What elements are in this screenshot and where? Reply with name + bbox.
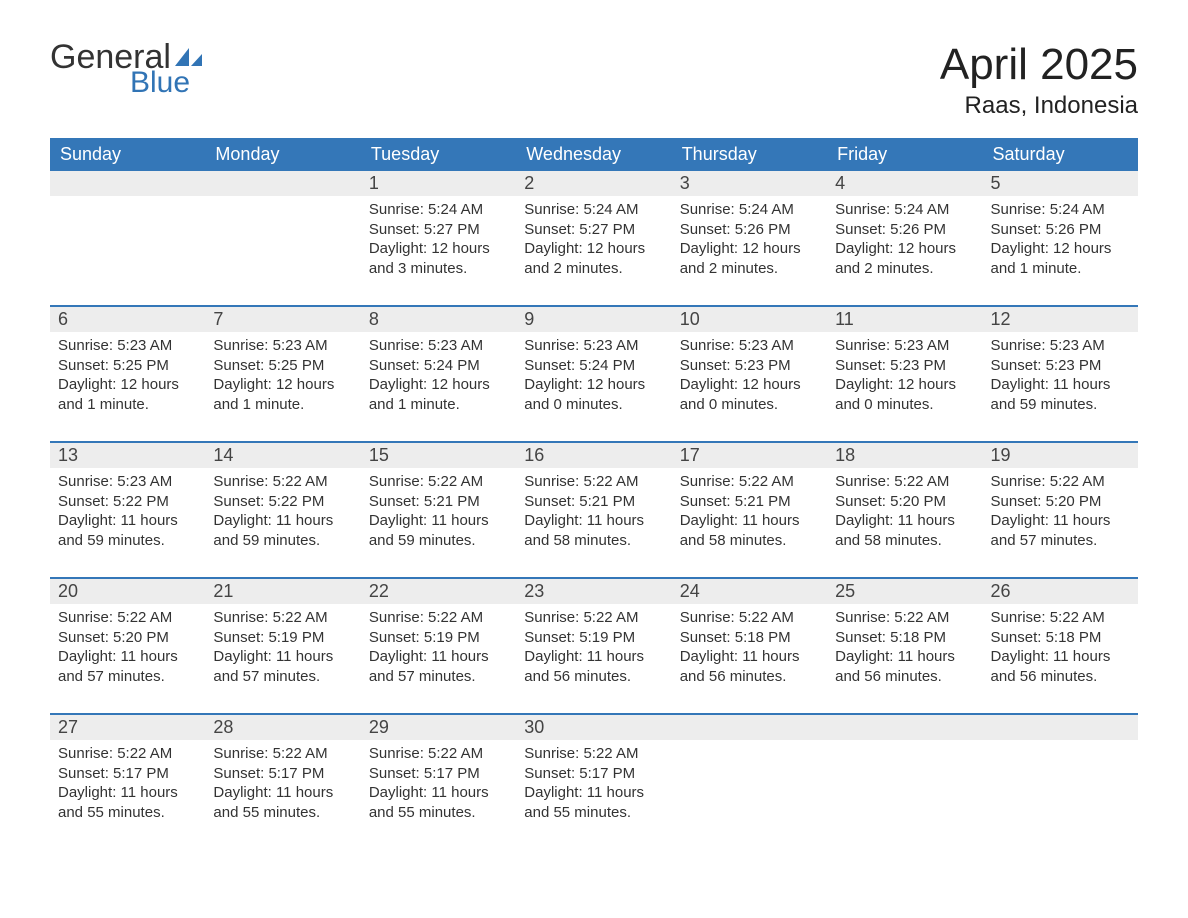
day-header: Tuesday <box>361 138 516 171</box>
day-number-cell <box>205 171 360 196</box>
header: General Blue April 2025 Raas, Indonesia <box>50 40 1138 120</box>
logo-word2: Blue <box>130 68 190 98</box>
day-detail-cell: Sunrise: 5:24 AMSunset: 5:26 PMDaylight:… <box>672 196 827 306</box>
week-detail-row: Sunrise: 5:22 AMSunset: 5:17 PMDaylight:… <box>50 740 1138 850</box>
week-detail-row: Sunrise: 5:23 AMSunset: 5:25 PMDaylight:… <box>50 332 1138 442</box>
day-detail-cell: Sunrise: 5:22 AMSunset: 5:20 PMDaylight:… <box>50 604 205 714</box>
day-detail-cell <box>672 740 827 850</box>
day-detail-cell: Sunrise: 5:24 AMSunset: 5:27 PMDaylight:… <box>361 196 516 306</box>
day-detail-cell: Sunrise: 5:23 AMSunset: 5:23 PMDaylight:… <box>983 332 1138 442</box>
day-number-cell <box>50 171 205 196</box>
day-detail-cell: Sunrise: 5:22 AMSunset: 5:18 PMDaylight:… <box>672 604 827 714</box>
week-number-row: 13141516171819 <box>50 442 1138 468</box>
day-header: Thursday <box>672 138 827 171</box>
day-header: Friday <box>827 138 982 171</box>
day-header: Sunday <box>50 138 205 171</box>
day-detail-cell <box>50 196 205 306</box>
day-number-cell: 24 <box>672 578 827 604</box>
day-number-cell: 6 <box>50 306 205 332</box>
day-header: Monday <box>205 138 360 171</box>
day-detail-cell: Sunrise: 5:23 AMSunset: 5:22 PMDaylight:… <box>50 468 205 578</box>
week-number-row: 20212223242526 <box>50 578 1138 604</box>
logo: General Blue <box>50 40 204 98</box>
day-number-cell <box>827 714 982 740</box>
day-detail-cell: Sunrise: 5:24 AMSunset: 5:27 PMDaylight:… <box>516 196 671 306</box>
week-number-row: 27282930 <box>50 714 1138 740</box>
day-number-cell: 10 <box>672 306 827 332</box>
days-of-week-row: SundayMondayTuesdayWednesdayThursdayFrid… <box>50 138 1138 171</box>
day-detail-cell: Sunrise: 5:23 AMSunset: 5:25 PMDaylight:… <box>205 332 360 442</box>
day-number-cell: 11 <box>827 306 982 332</box>
week-detail-row: Sunrise: 5:24 AMSunset: 5:27 PMDaylight:… <box>50 196 1138 306</box>
week-detail-row: Sunrise: 5:23 AMSunset: 5:22 PMDaylight:… <box>50 468 1138 578</box>
day-detail-cell: Sunrise: 5:23 AMSunset: 5:23 PMDaylight:… <box>672 332 827 442</box>
day-header: Saturday <box>983 138 1138 171</box>
day-detail-cell: Sunrise: 5:22 AMSunset: 5:18 PMDaylight:… <box>827 604 982 714</box>
day-number-cell: 18 <box>827 442 982 468</box>
day-number-cell: 17 <box>672 442 827 468</box>
day-number-cell: 21 <box>205 578 360 604</box>
day-number-cell: 14 <box>205 442 360 468</box>
day-number-cell: 19 <box>983 442 1138 468</box>
day-detail-cell: Sunrise: 5:24 AMSunset: 5:26 PMDaylight:… <box>827 196 982 306</box>
day-number-cell <box>983 714 1138 740</box>
day-number-cell: 23 <box>516 578 671 604</box>
day-detail-cell: Sunrise: 5:22 AMSunset: 5:21 PMDaylight:… <box>672 468 827 578</box>
day-number-cell: 13 <box>50 442 205 468</box>
day-detail-cell <box>205 196 360 306</box>
day-detail-cell <box>827 740 982 850</box>
day-number-cell: 27 <box>50 714 205 740</box>
day-detail-cell: Sunrise: 5:24 AMSunset: 5:26 PMDaylight:… <box>983 196 1138 306</box>
day-number-cell: 9 <box>516 306 671 332</box>
day-detail-cell: Sunrise: 5:22 AMSunset: 5:17 PMDaylight:… <box>205 740 360 850</box>
day-detail-cell: Sunrise: 5:22 AMSunset: 5:20 PMDaylight:… <box>827 468 982 578</box>
day-detail-cell: Sunrise: 5:22 AMSunset: 5:20 PMDaylight:… <box>983 468 1138 578</box>
day-number-cell: 1 <box>361 171 516 196</box>
day-number-cell: 8 <box>361 306 516 332</box>
day-number-cell: 22 <box>361 578 516 604</box>
day-number-cell: 15 <box>361 442 516 468</box>
day-detail-cell: Sunrise: 5:22 AMSunset: 5:21 PMDaylight:… <box>516 468 671 578</box>
day-detail-cell: Sunrise: 5:22 AMSunset: 5:19 PMDaylight:… <box>361 604 516 714</box>
day-header: Wednesday <box>516 138 671 171</box>
day-number-cell: 16 <box>516 442 671 468</box>
calendar-table: SundayMondayTuesdayWednesdayThursdayFrid… <box>50 138 1138 850</box>
day-detail-cell: Sunrise: 5:22 AMSunset: 5:19 PMDaylight:… <box>205 604 360 714</box>
day-detail-cell: Sunrise: 5:22 AMSunset: 5:18 PMDaylight:… <box>983 604 1138 714</box>
day-detail-cell: Sunrise: 5:23 AMSunset: 5:24 PMDaylight:… <box>516 332 671 442</box>
day-number-cell: 4 <box>827 171 982 196</box>
day-number-cell: 3 <box>672 171 827 196</box>
day-detail-cell: Sunrise: 5:22 AMSunset: 5:22 PMDaylight:… <box>205 468 360 578</box>
month-title: April 2025 <box>940 40 1138 90</box>
week-number-row: 12345 <box>50 171 1138 196</box>
day-number-cell: 2 <box>516 171 671 196</box>
day-number-cell: 26 <box>983 578 1138 604</box>
day-number-cell: 7 <box>205 306 360 332</box>
day-detail-cell <box>983 740 1138 850</box>
location: Raas, Indonesia <box>940 92 1138 120</box>
day-number-cell: 20 <box>50 578 205 604</box>
day-detail-cell: Sunrise: 5:22 AMSunset: 5:19 PMDaylight:… <box>516 604 671 714</box>
day-detail-cell: Sunrise: 5:22 AMSunset: 5:21 PMDaylight:… <box>361 468 516 578</box>
day-number-cell: 25 <box>827 578 982 604</box>
day-number-cell: 28 <box>205 714 360 740</box>
day-number-cell: 12 <box>983 306 1138 332</box>
title-block: April 2025 Raas, Indonesia <box>940 40 1138 120</box>
day-detail-cell: Sunrise: 5:22 AMSunset: 5:17 PMDaylight:… <box>361 740 516 850</box>
day-detail-cell: Sunrise: 5:22 AMSunset: 5:17 PMDaylight:… <box>50 740 205 850</box>
week-number-row: 6789101112 <box>50 306 1138 332</box>
day-detail-cell: Sunrise: 5:23 AMSunset: 5:24 PMDaylight:… <box>361 332 516 442</box>
day-detail-cell: Sunrise: 5:22 AMSunset: 5:17 PMDaylight:… <box>516 740 671 850</box>
day-detail-cell: Sunrise: 5:23 AMSunset: 5:23 PMDaylight:… <box>827 332 982 442</box>
day-detail-cell: Sunrise: 5:23 AMSunset: 5:25 PMDaylight:… <box>50 332 205 442</box>
day-number-cell: 30 <box>516 714 671 740</box>
day-number-cell <box>672 714 827 740</box>
day-number-cell: 5 <box>983 171 1138 196</box>
week-detail-row: Sunrise: 5:22 AMSunset: 5:20 PMDaylight:… <box>50 604 1138 714</box>
day-number-cell: 29 <box>361 714 516 740</box>
